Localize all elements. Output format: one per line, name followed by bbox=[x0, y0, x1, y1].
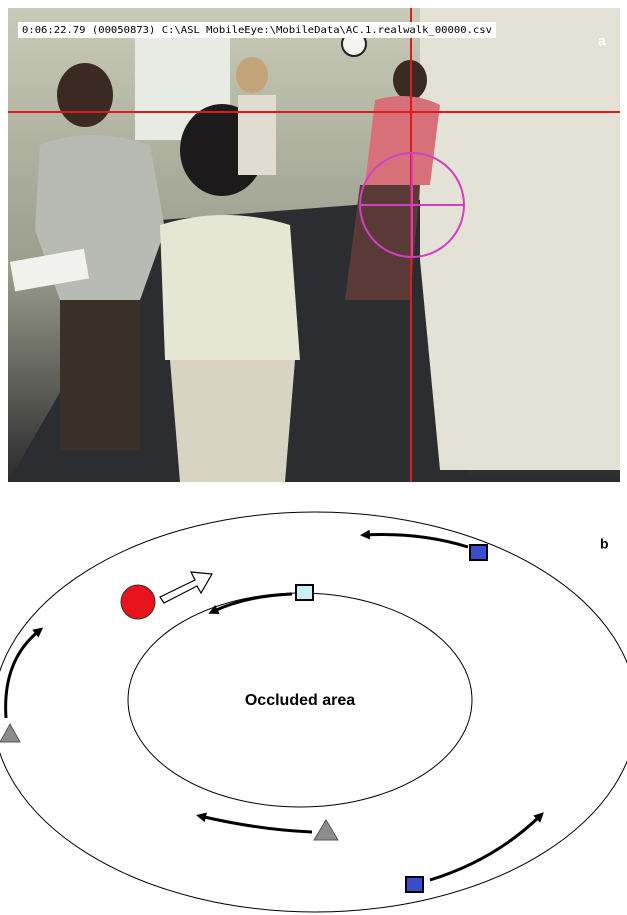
panel-label: a bbox=[598, 33, 606, 49]
square-light bbox=[296, 585, 313, 600]
person-legs bbox=[170, 360, 295, 482]
square-blue bbox=[406, 877, 423, 892]
timestamp: 0:06:22.79 (00050873) C:\ASL MobileEye:\… bbox=[22, 25, 492, 36]
square-blue bbox=[470, 545, 487, 560]
motion-arrow bbox=[430, 815, 541, 880]
triangle-gray bbox=[0, 724, 20, 742]
direction-arrow bbox=[160, 572, 212, 603]
photo: 0:06:22.79 (00050873) C:\ASL MobileEye:\… bbox=[8, 8, 620, 482]
occluded-label: Occluded area bbox=[245, 692, 355, 709]
person-body bbox=[238, 95, 276, 175]
person-legs bbox=[60, 300, 140, 450]
motion-arrow bbox=[364, 535, 468, 548]
figure: 0:06:22.79 (00050873) C:\ASL MobileEye:\… bbox=[0, 0, 627, 915]
person-head bbox=[236, 57, 268, 93]
outer-ellipse bbox=[0, 512, 627, 912]
red-circle bbox=[121, 585, 155, 619]
motion-arrow bbox=[212, 594, 292, 612]
triangle-gray bbox=[314, 820, 338, 840]
diagram: Occluded area b bbox=[0, 512, 627, 912]
motion-arrow bbox=[6, 630, 40, 718]
curtain bbox=[420, 8, 620, 470]
motion-arrow bbox=[200, 816, 312, 832]
person-shirt bbox=[365, 96, 440, 185]
person-head bbox=[57, 63, 113, 127]
panel-label: b bbox=[600, 536, 609, 552]
page: {"figure": {"panel_a": {"label": "a", "t… bbox=[0, 0, 627, 915]
person-shirt bbox=[160, 215, 300, 360]
